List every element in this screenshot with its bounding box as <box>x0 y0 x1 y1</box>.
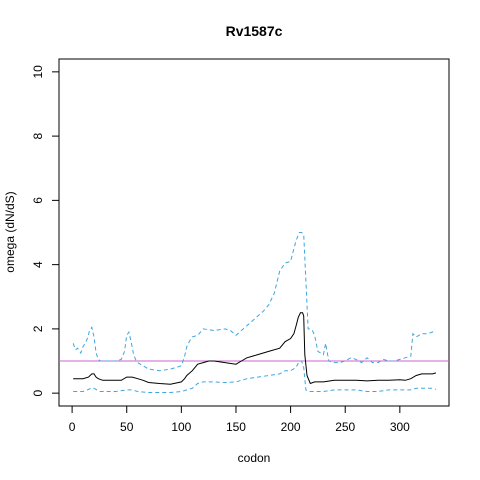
y-tick-label: 6 <box>31 197 45 204</box>
y-tick-label: 0 <box>31 389 45 396</box>
x-tick-label: 250 <box>335 420 355 434</box>
axes: 0 50 100 150 200 250 300 0 2 4 6 8 10 <box>31 65 410 434</box>
x-axis-label: codon <box>238 451 271 465</box>
plot-area <box>59 232 449 393</box>
x-tick-label: 100 <box>171 420 191 434</box>
x-tick-label: 200 <box>281 420 301 434</box>
y-tick-label: 4 <box>31 261 45 268</box>
plot-frame <box>58 58 450 407</box>
y-tick-label: 10 <box>31 65 45 79</box>
y-axis-label: omega (dN/dS) <box>3 191 17 272</box>
series-line-estimate <box>73 312 437 385</box>
x-tick-label: 50 <box>120 420 134 434</box>
x-tick-label: 0 <box>69 420 76 434</box>
y-tick-label: 8 <box>31 132 45 139</box>
x-tick-label: 150 <box>226 420 246 434</box>
chart-title: Rv1587c <box>226 23 283 39</box>
y-tick-label: 2 <box>31 325 45 332</box>
x-tick-label: 300 <box>390 420 410 434</box>
series-line-upper <box>72 232 436 372</box>
